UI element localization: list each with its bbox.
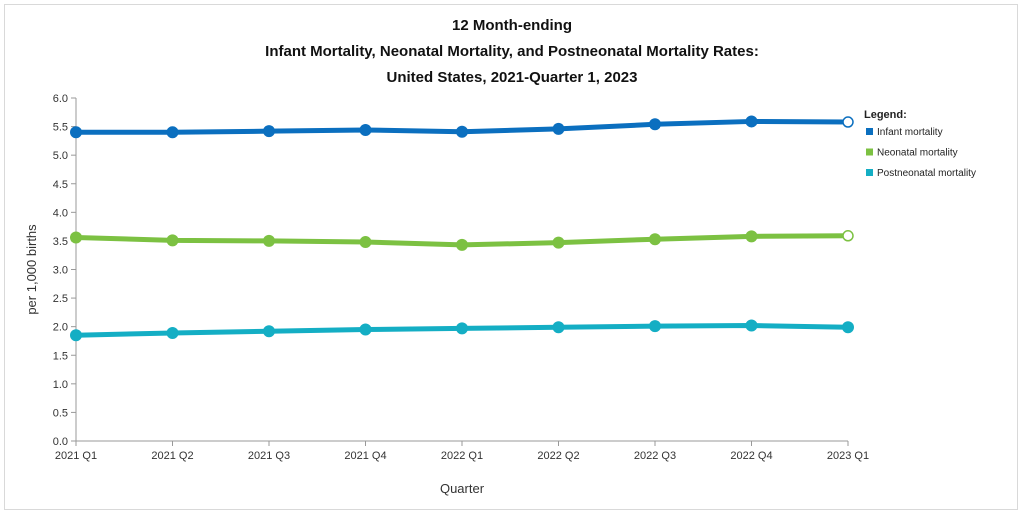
data-point[interactable]: [745, 319, 758, 332]
data-point[interactable]: [552, 236, 565, 249]
x-tick-label: 2021 Q2: [151, 450, 193, 462]
data-point[interactable]: [456, 322, 468, 335]
data-point[interactable]: [359, 124, 372, 137]
chart-title-line-2: Infant Mortality, Neonatal Mortality, an…: [265, 43, 759, 60]
data-point[interactable]: [842, 116, 854, 128]
chart-frame: [4, 4, 1018, 510]
data-point[interactable]: [70, 231, 82, 244]
data-point[interactable]: [166, 326, 179, 339]
x-tick-label: 2021 Q4: [344, 450, 386, 462]
data-point[interactable]: [166, 234, 179, 247]
y-axis-label: per 1,000 births: [24, 224, 39, 315]
y-tick-label: 5.5: [53, 122, 68, 134]
y-tick-label: 6.0: [53, 93, 68, 105]
legend-title: Legend:: [864, 109, 907, 121]
x-tick-label: 2021 Q3: [248, 450, 290, 462]
legend-swatch: [866, 148, 873, 156]
y-tick-label: 1.0: [53, 379, 68, 391]
chart-title-line-3: United States, 2021-Quarter 1, 2023: [386, 69, 638, 86]
x-tick-label: 2021 Q1: [55, 450, 97, 462]
y-tick-label: 3.0: [53, 265, 68, 277]
data-point[interactable]: [745, 230, 758, 243]
y-tick-label: 0.0: [53, 436, 68, 448]
legend-swatch: [866, 169, 873, 176]
data-point[interactable]: [70, 126, 82, 139]
data-point[interactable]: [263, 234, 275, 247]
x-axis-label: Quarter: [440, 481, 485, 496]
data-point[interactable]: [70, 329, 82, 342]
y-tick-label: 5.0: [53, 150, 68, 162]
y-tick-label: 1.5: [53, 350, 68, 362]
data-point[interactable]: [649, 320, 661, 333]
data-point[interactable]: [359, 323, 372, 336]
chart-title-line-1: 12 Month-ending: [452, 17, 572, 34]
data-point[interactable]: [552, 122, 565, 135]
data-point[interactable]: [359, 236, 372, 249]
y-tick-label: 3.5: [53, 236, 68, 248]
data-point[interactable]: [649, 233, 661, 246]
data-point[interactable]: [456, 238, 468, 251]
y-tick-label: 0.5: [53, 407, 68, 419]
legend-entry: Neonatal mortality: [877, 148, 958, 159]
x-tick-label: 2023 Q1: [827, 450, 869, 462]
data-point[interactable]: [552, 321, 565, 334]
data-point[interactable]: [842, 230, 854, 242]
x-tick-label: 2022 Q2: [537, 450, 579, 462]
x-tick-label: 2022 Q3: [634, 450, 676, 462]
y-tick-label: 2.0: [53, 322, 68, 334]
data-point[interactable]: [842, 321, 854, 334]
data-point[interactable]: [263, 325, 275, 338]
data-point[interactable]: [745, 115, 758, 128]
data-point[interactable]: [456, 125, 468, 138]
legend-swatch: [866, 128, 873, 135]
data-point[interactable]: [166, 126, 179, 139]
y-tick-label: 2.5: [53, 293, 68, 305]
legend-entry: Postneonatal mortality: [877, 168, 976, 179]
x-tick-label: 2022 Q1: [441, 450, 483, 462]
x-tick-label: 2022 Q4: [730, 450, 772, 462]
data-point[interactable]: [263, 125, 275, 138]
legend-entry: Infant mortality: [877, 127, 943, 138]
y-tick-label: 4.5: [53, 179, 68, 191]
y-tick-label: 4.0: [53, 207, 68, 219]
data-point[interactable]: [649, 118, 661, 131]
